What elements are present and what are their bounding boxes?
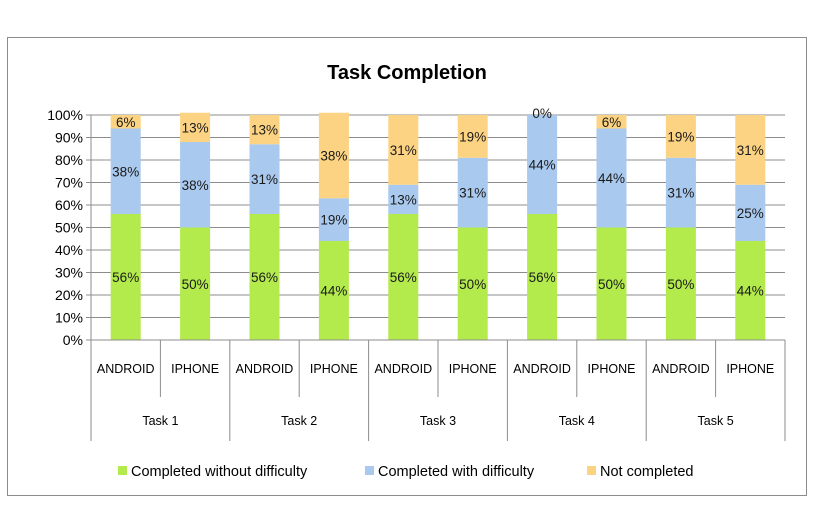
- x-tick-label: IPHONE: [588, 362, 636, 376]
- bar-segment: [388, 214, 419, 340]
- bar-segment: [318, 112, 349, 199]
- bar-segment: [388, 184, 419, 214]
- bar-segment: [665, 115, 696, 158]
- bar-segment: [665, 227, 696, 340]
- legend: Completed without difficulty Completed wi…: [118, 464, 694, 480]
- y-tick-label: 20%: [55, 287, 83, 303]
- data-label: 50%: [459, 277, 486, 292]
- data-label: 38%: [182, 178, 209, 193]
- bar-segment: [527, 115, 558, 214]
- bar-segment: [318, 241, 349, 340]
- bar-segment: [110, 128, 141, 214]
- bar-segment: [180, 112, 211, 142]
- bar-segment: [596, 115, 627, 129]
- data-label: 38%: [112, 164, 139, 179]
- x-tick-label: ANDROID: [97, 362, 155, 376]
- x-tick-label: ANDROID: [652, 362, 710, 376]
- data-label: 19%: [667, 129, 694, 144]
- bar-segment: [596, 227, 627, 340]
- y-tick-label: 10%: [55, 310, 83, 326]
- legend-swatch: [118, 466, 127, 475]
- bar-segment: [735, 184, 766, 241]
- bar-segment: [735, 115, 766, 185]
- x-tick-label: ANDROID: [513, 362, 571, 376]
- y-tick-label: 80%: [55, 152, 83, 168]
- data-label: 44%: [529, 158, 556, 173]
- legend-swatch: [365, 466, 374, 475]
- bars: [110, 112, 766, 340]
- legend-label: Completed with difficulty: [378, 464, 535, 480]
- bar-segment: [110, 115, 141, 129]
- data-label: 56%: [251, 270, 278, 285]
- data-label: 56%: [112, 270, 139, 285]
- bar-segment: [665, 157, 696, 228]
- data-label: 31%: [390, 143, 417, 158]
- y-tick-label: 60%: [55, 197, 83, 213]
- data-label: 31%: [459, 186, 486, 201]
- data-label: 6%: [602, 115, 622, 130]
- x-tick-label: IPHONE: [726, 362, 774, 376]
- x-tick-label: IPHONE: [310, 362, 358, 376]
- legend-label: Completed without difficulty: [131, 464, 308, 480]
- data-label: 0%: [532, 106, 552, 121]
- x-group-label: Task 5: [698, 414, 734, 428]
- data-label: 13%: [251, 123, 278, 138]
- data-label: 50%: [182, 277, 209, 292]
- data-label: 38%: [320, 149, 347, 164]
- bar-segment: [249, 214, 280, 340]
- x-tick-label: ANDROID: [374, 362, 432, 376]
- data-label: 13%: [182, 120, 209, 135]
- data-labels: 56% 38% 6% 50% 38% 13% 56% 31% 13% 44% 19% 38% 56% 13…: [112, 106, 764, 299]
- data-label: 44%: [737, 284, 764, 299]
- data-label: 19%: [459, 129, 486, 144]
- x-group-label: Task 4: [559, 414, 595, 428]
- bar-segment: [457, 115, 488, 158]
- bar-segment: [527, 214, 558, 340]
- bar-segment: [249, 144, 280, 214]
- y-tick-label: 30%: [55, 265, 83, 281]
- data-label: 56%: [390, 270, 417, 285]
- bar-segment: [180, 227, 211, 340]
- y-tick-label: 0%: [63, 332, 83, 348]
- bar-segment: [457, 157, 488, 228]
- bar-segment: [596, 128, 627, 228]
- bar-segment: [318, 198, 349, 241]
- bar-segment: [180, 142, 211, 228]
- x-group-label: Task 1: [142, 414, 178, 428]
- data-label: 25%: [737, 206, 764, 221]
- y-tick-label: 50%: [55, 220, 83, 236]
- data-label: 31%: [667, 186, 694, 201]
- data-label: 31%: [737, 143, 764, 158]
- data-label: 44%: [320, 284, 347, 299]
- data-label: 44%: [598, 171, 625, 186]
- legend-label: Not completed: [600, 464, 694, 480]
- data-label: 31%: [251, 172, 278, 187]
- legend-swatch: [587, 466, 596, 475]
- y-tick-label: 70%: [55, 175, 83, 191]
- x-axis: ANDROID IPHONE ANDROID IPHONE ANDROID IPHONE A…: [90, 339, 786, 441]
- data-label: 50%: [598, 277, 625, 292]
- bar-segment: [388, 115, 419, 185]
- x-tick-label: IPHONE: [449, 362, 497, 376]
- x-group-label: Task 2: [281, 414, 317, 428]
- y-tick-label: 40%: [55, 242, 83, 258]
- y-tick-label: 100%: [47, 107, 83, 123]
- bar-segment: [249, 115, 280, 145]
- data-label: 56%: [529, 270, 556, 285]
- bar-segment: [457, 227, 488, 340]
- bar-segment: [735, 241, 766, 340]
- data-label: 6%: [116, 115, 136, 130]
- x-tick-label: ANDROID: [236, 362, 294, 376]
- x-group-label: Task 3: [420, 414, 456, 428]
- y-tick-label: 90%: [55, 130, 83, 146]
- y-axis: 0% 10% 20% 30% 40% 50% 60% 70% 80% 90% 100%: [47, 107, 92, 348]
- data-label: 13%: [390, 192, 417, 207]
- bar-segment: [110, 214, 141, 340]
- x-tick-label: IPHONE: [171, 362, 219, 376]
- data-label: 50%: [667, 277, 694, 292]
- chart-title: Task Completion: [327, 62, 487, 84]
- data-label: 19%: [320, 213, 347, 228]
